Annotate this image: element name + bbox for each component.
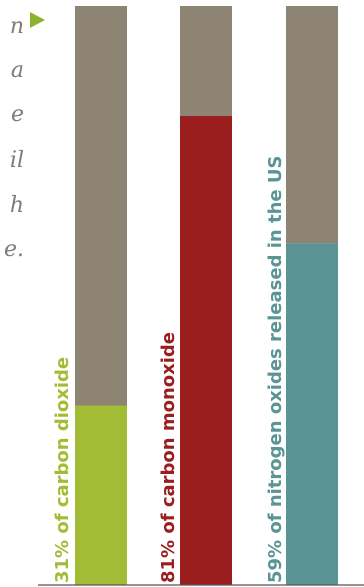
bar[interactable]: [75, 405, 127, 585]
side-text-line: n: [9, 14, 24, 39]
side-text-line: e: [10, 102, 24, 127]
bar-background-pattern: [180, 6, 232, 117]
side-text-line: h: [9, 193, 24, 218]
bar[interactable]: [180, 116, 232, 585]
bar[interactable]: [286, 243, 338, 585]
side-text-line: a: [10, 58, 24, 83]
bar-label: 31% of carbon dioxide: [52, 357, 73, 583]
side-text-line: e.: [3, 237, 24, 262]
bar-label: 59% of nitrogen oxides released in the U…: [265, 156, 286, 583]
play-arrow-icon[interactable]: [30, 12, 45, 28]
side-text-line: il: [9, 148, 24, 173]
bar-background-pattern: [286, 6, 338, 244]
bar-background-pattern: [75, 6, 127, 406]
bar-label: 81% of carbon monoxide: [158, 332, 179, 583]
side-text-fragment: n a e il h e.: [0, 0, 30, 300]
